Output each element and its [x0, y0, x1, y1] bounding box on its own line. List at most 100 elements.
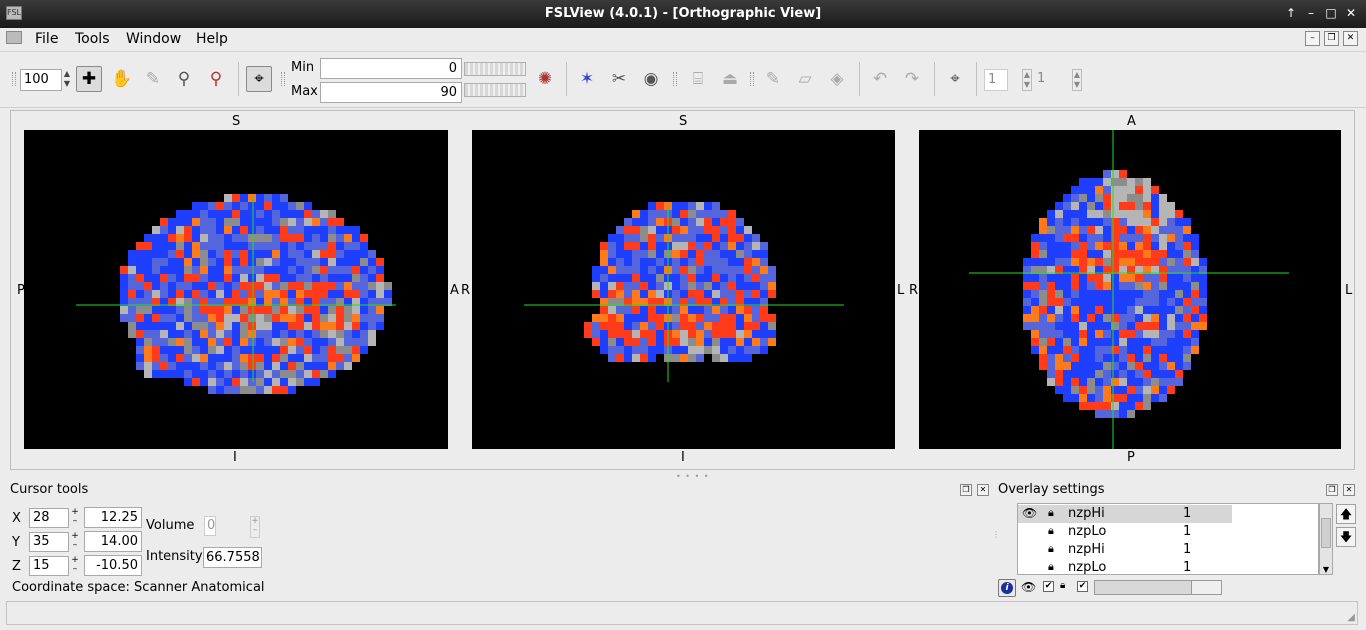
zoom-spin-arrows[interactable]: ▲ ▼ [63, 69, 71, 88]
sagittal-view[interactable] [24, 130, 448, 449]
binoculars-icon[interactable]: ◉ [643, 69, 659, 89]
axial-left-label: R [909, 283, 919, 298]
scrollbar-thumb[interactable] [1321, 518, 1331, 548]
region-icon[interactable]: ⏏ [721, 69, 739, 89]
axial-right-label: L [1345, 283, 1353, 298]
z-voxel-stepper[interactable]: + – [71, 555, 79, 574]
overlay-row[interactable]: 👁 🔒︎ nzpHi 1 [1018, 505, 1232, 523]
view-splitter-handle[interactable]: • • • • [676, 472, 710, 481]
x-voxel-field[interactable]: 28 [29, 508, 69, 528]
volume-stepper[interactable]: + – [250, 516, 260, 538]
coronal-left-label: R [461, 283, 471, 298]
lock-icon[interactable]: 🔒︎ [1048, 560, 1054, 573]
lock-icon[interactable]: 🔒︎ [1048, 524, 1054, 537]
max-intensity-slider[interactable] [464, 83, 526, 97]
status-bar: ◢ [6, 601, 1358, 625]
mask-icon[interactable]: ⌸ [692, 69, 704, 89]
overlay-row[interactable]: 🔒︎ nzpLo 1 [1018, 523, 1318, 541]
eye-icon[interactable]: 👁 [1021, 580, 1037, 594]
frame-spin-arrows[interactable]: ▲ ▼ [1072, 69, 1082, 91]
move-layer-up-button[interactable]: 🡅 [1336, 504, 1356, 524]
z-voxel-field[interactable]: 15 [29, 556, 69, 576]
resize-grip-icon[interactable]: ◢ [1347, 612, 1355, 623]
panel-splitter-handle[interactable]: ⋮ [992, 530, 1000, 539]
sagittal-right-label: A [450, 283, 459, 298]
move-layer-down-button[interactable]: 🡇 [1336, 527, 1356, 547]
coronal-right-label: L [897, 283, 905, 298]
overlay-panel-float-button[interactable]: ❐ [1326, 484, 1338, 496]
x-voxel-stepper[interactable]: + – [71, 507, 79, 526]
eye-icon[interactable]: 👁 [1022, 506, 1038, 520]
menubar: File Tools Window Help – ❐ ✕ [0, 28, 1366, 52]
max-intensity-field[interactable]: 90 [320, 82, 462, 103]
mdi-close-button[interactable]: ✕ [1343, 31, 1358, 46]
scroll-down-icon[interactable]: ▼ [1322, 565, 1330, 574]
info-icon: i [1001, 582, 1013, 594]
min-intensity-field[interactable]: 0 [320, 58, 462, 79]
window-shade-button[interactable]: ↑ [1285, 6, 1297, 20]
goto-cursor-icon[interactable]: ⌖ [950, 69, 960, 89]
window-close-button[interactable]: ✕ [1345, 6, 1357, 20]
menu-tools[interactable]: Tools [75, 31, 110, 47]
overlay-layer-list[interactable]: 👁 🔒︎ nzpHi 1 🔒︎ nzpLo 1 🔒︎ nzpHi 1 🔒︎ nz… [1017, 503, 1319, 575]
window-maximize-button[interactable]: □ [1325, 6, 1337, 20]
axial-view[interactable] [919, 130, 1341, 449]
y-voxel-stepper[interactable]: + – [71, 531, 79, 550]
crosshair-target-icon[interactable]: ⌖ [246, 66, 272, 92]
lock-icon[interactable]: 🔒︎ [1048, 506, 1054, 519]
overlay-value: 1 [1183, 524, 1192, 539]
sagittal-bottom-label: I [233, 450, 237, 465]
mdi-minimize-button[interactable]: – [1305, 31, 1320, 46]
zoom-magnifier-icon[interactable]: ⚲ [177, 69, 191, 89]
toolbar-grip[interactable] [281, 72, 285, 86]
landmark-tool-icon[interactable]: ✶ [579, 69, 595, 89]
toolbar-separator [934, 62, 935, 96]
visibility-checkbox[interactable]: ✔ [1043, 581, 1054, 592]
toolbar-grip[interactable] [750, 72, 754, 86]
mdi-window-icon[interactable] [6, 31, 22, 44]
transparency-slider-handle[interactable] [1191, 581, 1221, 594]
cursor-panel-close-button[interactable]: ✕ [977, 484, 989, 496]
lock-icon[interactable]: 🔒︎ [1060, 580, 1066, 591]
cursor-panel-float-button[interactable]: ❐ [960, 484, 972, 496]
pencil-icon[interactable]: ✎ [145, 69, 161, 89]
cursor-mode-icon[interactable]: ✚ [76, 66, 102, 92]
lock-icon[interactable]: 🔒︎ [1048, 542, 1054, 555]
lookup-table-icon[interactable]: ✺ [537, 69, 553, 89]
cut-tool-icon[interactable]: ✂ [611, 69, 627, 89]
min-intensity-slider[interactable] [464, 62, 526, 76]
overlay-row[interactable]: 🔒︎ nzpHi 1 [1018, 541, 1318, 559]
overlay-list-scrollbar[interactable]: ▼ [1319, 503, 1333, 575]
zoom-reset-icon[interactable]: ⚲ [209, 69, 223, 89]
pen-icon[interactable]: ✎ [765, 69, 781, 89]
coronal-view[interactable] [472, 130, 895, 449]
volume-spin-a[interactable]: 1 [984, 69, 1008, 91]
menu-file[interactable]: File [35, 31, 59, 47]
y-coord-field[interactable]: 14.00 [84, 531, 142, 552]
main-toolbar: 100 ▲ ▼ ✚ ✋ ✎ ⚲ ⚲ ⌖ Min Max 0 90 ✺ ✶ ✂ ◉ … [0, 52, 1366, 108]
toolbar-grip[interactable] [673, 72, 677, 86]
lock-checkbox[interactable]: ✔ [1077, 581, 1088, 592]
z-coord-field[interactable]: -10.50 [84, 555, 142, 576]
menu-window[interactable]: Window [126, 31, 182, 47]
mdi-restore-button[interactable]: ❐ [1324, 31, 1339, 46]
eraser-icon[interactable]: ▱ [798, 69, 812, 89]
layer-info-button[interactable]: i [998, 579, 1016, 597]
volume-spin-arrows[interactable]: ▲ ▼ [1022, 69, 1032, 91]
window-minimize-button[interactable]: – [1308, 6, 1314, 20]
toolbar-grip[interactable] [12, 72, 16, 86]
undo-icon[interactable]: ↶ [872, 69, 888, 89]
zoom-spinbox[interactable]: 100 [20, 69, 62, 91]
fill-icon[interactable]: ◈ [830, 69, 844, 89]
volume-spin-b[interactable]: 1 [1037, 71, 1046, 86]
x-coord-field[interactable]: 12.25 [84, 507, 142, 528]
redo-icon[interactable]: ↷ [904, 69, 920, 89]
overlay-panel-close-button[interactable]: ✕ [1343, 484, 1355, 496]
y-voxel-field[interactable]: 35 [29, 532, 69, 552]
pan-hand-icon[interactable]: ✋ [111, 69, 133, 89]
intensity-label: Intensity [146, 549, 203, 564]
volume-field[interactable]: 0 [204, 516, 216, 536]
menu-help[interactable]: Help [196, 31, 228, 47]
transparency-slider[interactable] [1094, 580, 1222, 595]
overlay-row[interactable]: 🔒︎ nzpLo 1 [1018, 559, 1318, 574]
